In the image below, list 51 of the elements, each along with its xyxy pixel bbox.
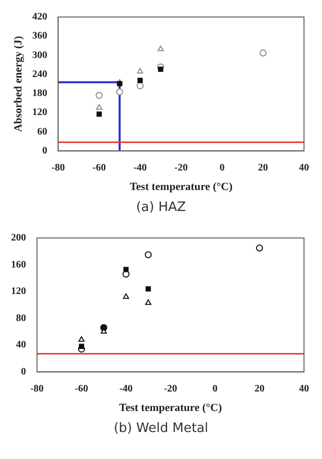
point bbox=[158, 46, 164, 52]
point bbox=[260, 50, 267, 56]
y-tick-label: 0 bbox=[42, 145, 48, 156]
point bbox=[122, 293, 130, 299]
point bbox=[158, 66, 164, 72]
x-tick-label: -20 bbox=[174, 162, 188, 174]
x-tick-label: 40 bbox=[299, 162, 309, 174]
y-tick-label: 240 bbox=[32, 68, 48, 80]
point bbox=[78, 344, 84, 349]
point bbox=[96, 112, 102, 117]
y-tick-label: 60 bbox=[37, 126, 48, 138]
x-tick-label: -40 bbox=[119, 383, 133, 394]
point bbox=[138, 78, 143, 84]
y-axis-title: Absorbed energy (J) bbox=[12, 36, 24, 132]
y-tick-label: 0 bbox=[21, 366, 26, 378]
x-tick-label: 0 bbox=[220, 162, 225, 174]
point bbox=[136, 82, 144, 90]
y-tick-label: 120 bbox=[32, 107, 48, 118]
y-tick-label: 160 bbox=[11, 259, 26, 270]
point bbox=[256, 244, 263, 252]
y-tick-label: 40 bbox=[16, 340, 26, 351]
x-tick-label: -80 bbox=[30, 383, 44, 394]
y-tick-label: 300 bbox=[32, 50, 48, 61]
point bbox=[96, 92, 103, 99]
x-tick-label: 20 bbox=[254, 383, 264, 394]
y-tick-label: 360 bbox=[32, 30, 48, 42]
text: (b) Weld Metal bbox=[112, 421, 210, 436]
x-axis-title: Test temperature (°C) bbox=[119, 402, 222, 414]
y-tick-label: 120 bbox=[11, 286, 26, 298]
x-tick-label: -40 bbox=[133, 162, 147, 174]
y-tick-label: 180 bbox=[32, 88, 48, 100]
x-tick-label: 40 bbox=[299, 383, 309, 394]
point bbox=[145, 299, 152, 305]
text: (a) HAZ bbox=[135, 200, 187, 215]
point bbox=[146, 286, 151, 292]
point bbox=[96, 104, 102, 110]
y-tick-label: 80 bbox=[16, 312, 26, 324]
point bbox=[123, 266, 129, 272]
point bbox=[144, 251, 152, 258]
x-tick-label: 20 bbox=[258, 162, 268, 174]
y-tick-label: 200 bbox=[11, 232, 26, 244]
point bbox=[137, 68, 144, 74]
point bbox=[78, 336, 85, 342]
x-axis-title: Test temperature (°C) bbox=[130, 181, 233, 194]
point bbox=[116, 88, 124, 96]
x-tick-label: -60 bbox=[74, 383, 88, 394]
x-tick-label: -60 bbox=[92, 162, 106, 174]
x-tick-label: -20 bbox=[164, 383, 178, 394]
y-tick-label: 420 bbox=[32, 12, 48, 23]
x-tick-label: -80 bbox=[52, 162, 65, 174]
x-tick-label: 0 bbox=[212, 383, 218, 394]
